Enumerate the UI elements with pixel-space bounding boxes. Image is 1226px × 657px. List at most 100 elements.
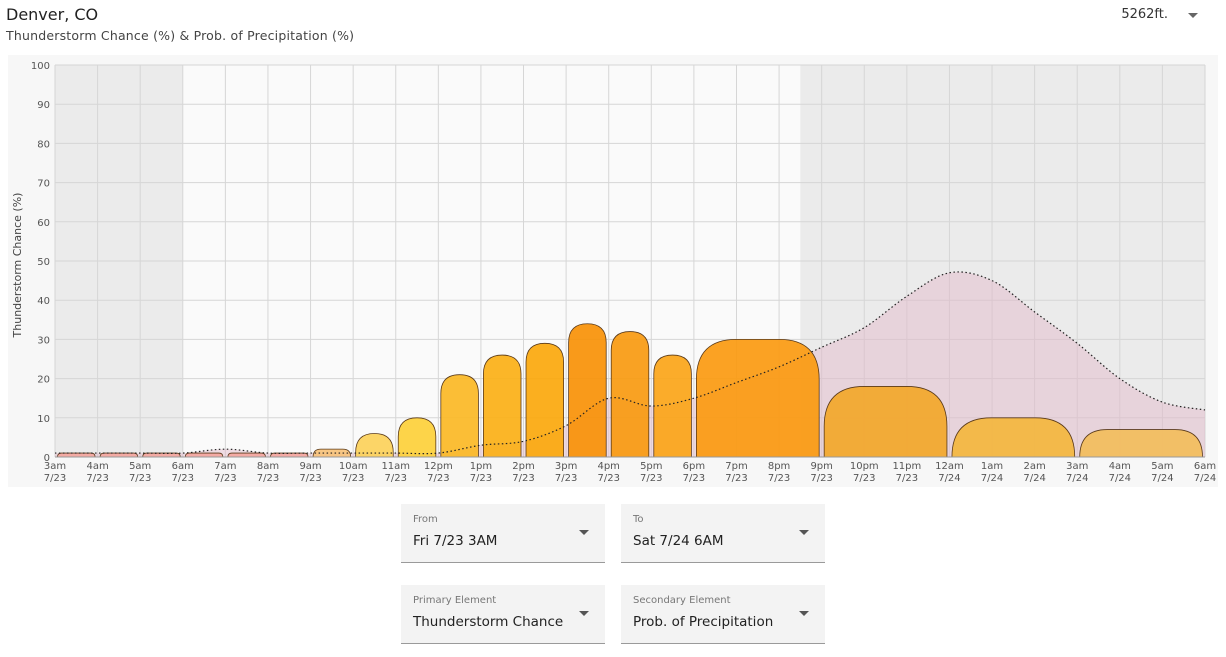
x-tick-label: 4am <box>86 461 108 472</box>
x-tick-label: 5am <box>1151 461 1173 472</box>
thunderstorm-bar <box>695 339 820 458</box>
thunderstorm-bar <box>653 354 692 458</box>
y-tick-label: 60 <box>37 218 50 229</box>
x-tick-date-label: 7/23 <box>555 473 577 484</box>
x-tick-date-label: 7/24 <box>1066 473 1088 484</box>
x-tick-date-label: 7/23 <box>810 473 832 484</box>
elevation-value[interactable]: 5262ft. <box>1121 7 1168 22</box>
from-value: Fri 7/23 3AM <box>413 533 498 549</box>
x-tick-date-label: 7/24 <box>1151 473 1173 484</box>
chevron-down-icon <box>799 530 809 535</box>
x-tick-label: 3am <box>1066 461 1088 472</box>
forecast-chart: 01020304050607080901003am7/234am7/235am7… <box>8 55 1218 487</box>
chevron-down-icon <box>799 611 809 616</box>
thunderstorm-bar <box>397 417 437 458</box>
primary-element-value: Thunderstorm Chance <box>413 614 564 630</box>
x-tick-label: 2pm <box>512 461 534 472</box>
x-tick-date-label: 7/24 <box>938 473 960 484</box>
x-tick-label: 4pm <box>597 461 619 472</box>
chart-subtitle: Thunderstorm Chance (%) & Prob. of Preci… <box>6 28 355 43</box>
x-tick-label: 10pm <box>850 461 879 472</box>
x-tick-label: 7am <box>214 461 236 472</box>
y-tick-label: 20 <box>37 375 50 386</box>
x-tick-date-label: 7/24 <box>1194 473 1216 484</box>
x-tick-date-label: 7/23 <box>853 473 875 484</box>
x-tick-date-label: 7/23 <box>214 473 236 484</box>
thunderstorm-bar <box>355 433 394 458</box>
y-tick-label: 70 <box>37 179 50 190</box>
x-tick-label: 6am <box>1194 461 1216 472</box>
y-tick-label: 0 <box>44 453 50 464</box>
x-tick-label: 10am <box>339 461 368 472</box>
x-tick-date-label: 7/23 <box>385 473 407 484</box>
x-tick-date-label: 7/23 <box>342 473 364 484</box>
x-tick-date-label: 7/23 <box>470 473 492 484</box>
x-tick-label: 3am <box>44 461 66 472</box>
x-tick-date-label: 7/24 <box>981 473 1003 484</box>
x-tick-date-label: 7/23 <box>725 473 747 484</box>
x-tick-date-label: 7/24 <box>1109 473 1131 484</box>
x-tick-date-label: 7/23 <box>299 473 321 484</box>
thunderstorm-bar <box>440 374 479 458</box>
thunderstorm-bar <box>99 452 139 458</box>
x-tick-date-label: 7/23 <box>683 473 705 484</box>
from-select[interactable]: From Fri 7/23 3AM <box>401 504 605 563</box>
thunderstorm-bar <box>483 354 522 458</box>
thunderstorm-bar <box>270 452 309 458</box>
x-tick-date-label: 7/23 <box>512 473 534 484</box>
y-tick-label: 40 <box>37 296 50 307</box>
to-select[interactable]: To Sat 7/24 6AM <box>621 504 825 563</box>
x-tick-date-label: 7/23 <box>172 473 194 484</box>
x-tick-label: 8am <box>257 461 279 472</box>
y-tick-label: 100 <box>31 61 50 72</box>
x-tick-date-label: 7/23 <box>257 473 279 484</box>
chevron-down-icon <box>579 611 589 616</box>
x-tick-label: 5pm <box>640 461 662 472</box>
x-tick-date-label: 7/23 <box>640 473 662 484</box>
primary-element-select[interactable]: Primary Element Thunderstorm Chance <box>401 585 605 644</box>
x-tick-label: 11pm <box>892 461 921 472</box>
x-tick-date-label: 7/23 <box>86 473 108 484</box>
x-tick-label: 2am <box>1024 461 1046 472</box>
x-tick-label: 4am <box>1109 461 1131 472</box>
x-tick-date-label: 7/23 <box>896 473 918 484</box>
x-tick-label: 6am <box>172 461 194 472</box>
x-tick-label: 7pm <box>725 461 747 472</box>
x-tick-date-label: 7/23 <box>129 473 151 484</box>
x-tick-date-label: 7/23 <box>597 473 619 484</box>
thunderstorm-bar <box>227 452 266 458</box>
elevation-dropdown-icon[interactable] <box>1188 13 1198 18</box>
x-tick-label: 12pm <box>424 461 453 472</box>
x-tick-date-label: 7/23 <box>768 473 790 484</box>
x-tick-label: 1am <box>981 461 1003 472</box>
x-tick-date-label: 7/24 <box>1023 473 1045 484</box>
thunderstorm-bar <box>525 342 565 458</box>
from-label: From <box>413 514 438 525</box>
y-tick-label: 10 <box>37 414 50 425</box>
to-label: To <box>633 514 644 525</box>
x-tick-label: 12am <box>935 461 964 472</box>
x-tick-label: 1pm <box>470 461 492 472</box>
secondary-element-label: Secondary Element <box>633 595 731 606</box>
location-title: Denver, CO <box>6 5 99 24</box>
thunderstorm-bar <box>823 386 948 458</box>
x-tick-label: 9pm <box>810 461 832 472</box>
thunderstorm-bar <box>184 452 224 458</box>
chevron-down-icon <box>579 530 589 535</box>
x-tick-date-label: 7/23 <box>427 473 449 484</box>
y-axis-label: Thunderstorm Chance (%) <box>11 193 24 339</box>
x-tick-date-label: 7/23 <box>44 473 66 484</box>
secondary-element-select[interactable]: Secondary Element Prob. of Precipitation <box>621 585 825 644</box>
y-tick-label: 30 <box>37 335 50 346</box>
thunderstorm-bar <box>951 417 1076 458</box>
thunderstorm-bar <box>57 452 96 458</box>
thunderstorm-bar <box>1079 429 1203 458</box>
y-tick-label: 80 <box>37 139 50 150</box>
primary-element-label: Primary Element <box>413 595 497 606</box>
secondary-element-value: Prob. of Precipitation <box>633 614 774 630</box>
x-tick-label: 9am <box>299 461 321 472</box>
to-value: Sat 7/24 6AM <box>633 533 724 549</box>
y-tick-label: 50 <box>37 257 50 268</box>
thunderstorm-bar <box>568 323 607 458</box>
x-tick-label: 8pm <box>768 461 790 472</box>
